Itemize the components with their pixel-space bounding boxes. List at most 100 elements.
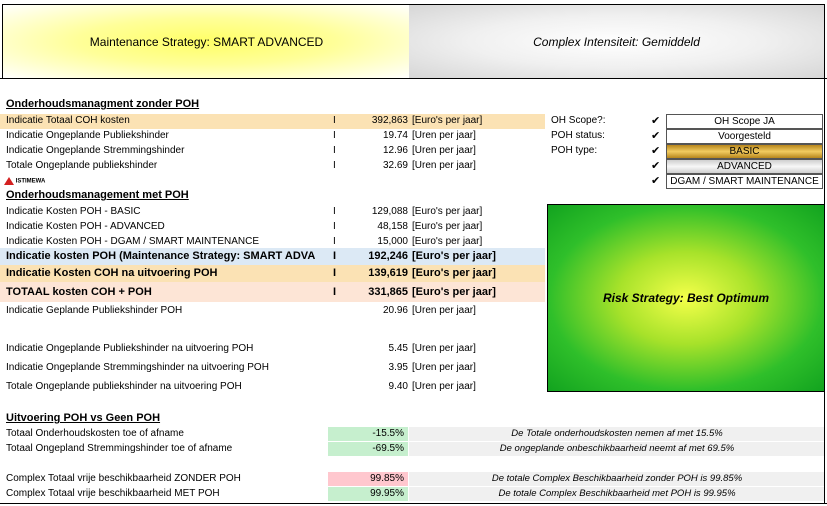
row-percentage: 99.95% <box>328 487 408 501</box>
row-unit: [Euro's per jaar] <box>412 221 483 232</box>
row-label: Indicatie Ongeplande Publiekshinder <box>6 130 169 141</box>
table-row: Indicatie Ongeplande Stremmingshinder I … <box>0 144 545 159</box>
row-label: Complex Totaal vrije beschikbaarheid ZON… <box>6 473 241 484</box>
section-title-zonder-poh: Onderhoudsmanagment zonder POH <box>6 98 200 110</box>
row-marker: I <box>333 115 336 126</box>
row-label: Indicatie kosten POH (Maintenance Strate… <box>6 250 316 262</box>
row-unit: [Uren per jaar] <box>412 305 476 316</box>
row-unit: [Euro's per jaar] <box>412 250 496 262</box>
row-value: 12.96 <box>382 145 408 156</box>
check-icon: ✔ <box>651 175 661 187</box>
row-value: 129,088 <box>371 206 408 217</box>
row-unit: [Euro's per jaar] <box>412 267 496 279</box>
row-label: TOTAAL kosten COH + POH <box>6 286 152 298</box>
row-label: Totale Ongeplande publiekshinder na uitv… <box>6 381 242 392</box>
row-value: 5.45 <box>388 343 408 354</box>
poh-type-label: POH type: <box>551 145 598 156</box>
row-label: Indicatie Totaal COH kosten <box>6 115 130 126</box>
logo-triangle-icon <box>4 177 14 185</box>
row-label: Indicatie Kosten POH - ADVANCED <box>6 221 165 232</box>
row-unit: [Uren per jaar] <box>412 145 476 156</box>
row-value: 20.96 <box>382 305 408 316</box>
table-row: Indicatie Ongeplande Stremmingshinder na… <box>0 361 545 376</box>
oh-scope-value[interactable]: OH Scope JA <box>666 114 823 129</box>
poh-type-dgam[interactable]: DGAM / SMART MAINTENANCE <box>666 174 823 189</box>
header-divider <box>0 78 827 79</box>
row-unit: [Euro's per jaar] <box>412 206 483 217</box>
poh-type-advanced[interactable]: ADVANCED <box>666 159 823 174</box>
row-marker: I <box>333 267 337 279</box>
row-note: De totale Complex Beschikbaarheid met PO… <box>409 487 825 501</box>
check-icon: ✔ <box>651 115 661 127</box>
row-value: 9.40 <box>388 381 408 392</box>
check-icon: ✔ <box>651 160 661 172</box>
row-value: 15,000 <box>377 236 408 247</box>
complex-intensity-text: Complex Intensiteit: Gemiddeld <box>533 34 700 49</box>
row-unit: [Euro's per jaar] <box>412 286 496 298</box>
row-unit: [Uren per jaar] <box>412 343 476 354</box>
row-value: 48,158 <box>377 221 408 232</box>
right-border <box>824 4 825 504</box>
comparison-row: Totaal Onderhoudskosten toe of afname -1… <box>0 427 827 442</box>
maintenance-strategy-text: Maintenance Strategy: SMART ADVANCED <box>89 34 324 49</box>
table-row-grand-total: TOTAAL kosten COH + POH I 331,865 [Euro'… <box>0 282 545 302</box>
poh-type-basic[interactable]: BASIC <box>666 144 823 159</box>
istimewa-logo: ISTIMEWA <box>4 177 45 185</box>
row-marker: I <box>333 130 336 141</box>
row-label: Indicatie Geplande Publiekshinder POH <box>6 305 183 316</box>
logo-text: ISTIMEWA <box>15 178 46 185</box>
comparison-row: Complex Totaal vrije beschikbaarheid ZON… <box>0 472 827 487</box>
risk-strategy-panel: Risk Strategy: Best Optimum <box>547 204 825 392</box>
table-row: Indicatie Geplande Publiekshinder POH 20… <box>0 304 545 319</box>
row-value: 19.74 <box>382 130 408 141</box>
section-title-vs: Uitvoering POH vs Geen POH <box>6 412 161 424</box>
row-marker: I <box>333 145 336 156</box>
row-label: Indicatie Ongeplande Stremmingshinder na… <box>6 362 269 373</box>
row-label: Indicatie Kosten POH - DGAM / SMART MAIN… <box>6 236 260 247</box>
table-row: Totale Ongeplande publiekshinder I 32.69… <box>0 159 545 174</box>
row-label: Indicatie Kosten POH - BASIC <box>6 206 141 217</box>
table-row: Indicatie Kosten POH - DGAM / SMART MAIN… <box>0 235 545 250</box>
check-icon: ✔ <box>651 145 661 157</box>
row-marker: I <box>333 221 336 232</box>
row-unit: [Uren per jaar] <box>412 381 476 392</box>
row-marker: I <box>333 286 337 298</box>
row-value: 392,863 <box>371 115 408 126</box>
row-label: Totale Ongeplande publiekshinder <box>6 160 158 171</box>
row-label: Complex Totaal vrije beschikbaarheid MET… <box>6 488 220 499</box>
table-row-coh-after: Indicatie Kosten COH na uitvoering POH I… <box>0 265 545 282</box>
row-percentage: 99.85% <box>328 472 408 486</box>
bottom-border <box>0 503 827 504</box>
row-value: 331,865 <box>368 286 408 298</box>
row-label: Indicatie Ongeplande Stremmingshinder <box>6 145 185 156</box>
comparison-row: Complex Totaal vrije beschikbaarheid MET… <box>0 487 827 502</box>
comparison-row: Totaal Ongepland Stremmingshinder toe of… <box>0 442 827 457</box>
row-marker: I <box>333 236 336 247</box>
check-icon: ✔ <box>651 130 661 142</box>
row-unit: [Euro's per jaar] <box>412 236 483 247</box>
row-value: 32.69 <box>382 160 408 171</box>
row-label: Indicatie Kosten COH na uitvoering POH <box>6 267 218 279</box>
risk-strategy-text: Risk Strategy: Best Optimum <box>602 291 770 305</box>
row-note: De ongeplande onbeschikbaarheid neemt af… <box>409 442 825 456</box>
poh-status-label: POH status: <box>551 130 605 141</box>
row-unit: [Uren per jaar] <box>412 130 476 141</box>
table-row: Totale Ongeplande publiekshinder na uitv… <box>0 380 545 395</box>
row-unit: [Uren per jaar] <box>412 362 476 373</box>
complex-intensity-banner: Complex Intensiteit: Gemiddeld <box>409 4 825 79</box>
oh-scope-label: OH Scope?: <box>551 115 606 126</box>
table-row: Indicatie Ongeplande Publiekshinder na u… <box>0 342 545 357</box>
row-marker: I <box>333 206 336 217</box>
row-value: 3.95 <box>388 362 408 373</box>
row-percentage: -69.5% <box>328 442 408 456</box>
table-row: Indicatie Ongeplande Publiekshinder I 19… <box>0 129 545 144</box>
row-label: Totaal Ongepland Stremmingshinder toe of… <box>6 443 233 454</box>
row-note: De Totale onderhoudskosten nemen af met … <box>409 427 825 441</box>
maintenance-strategy-banner: Maintenance Strategy: SMART ADVANCED <box>2 4 411 79</box>
table-row: Indicatie Kosten POH - ADVANCED I 48,158… <box>0 220 545 235</box>
row-marker: I <box>333 250 337 262</box>
row-unit: [Uren per jaar] <box>412 160 476 171</box>
row-label: Indicatie Ongeplande Publiekshinder na u… <box>6 343 254 354</box>
poh-status-value[interactable]: Voorgesteld <box>666 129 823 144</box>
row-unit: [Euro's per jaar] <box>412 115 483 126</box>
